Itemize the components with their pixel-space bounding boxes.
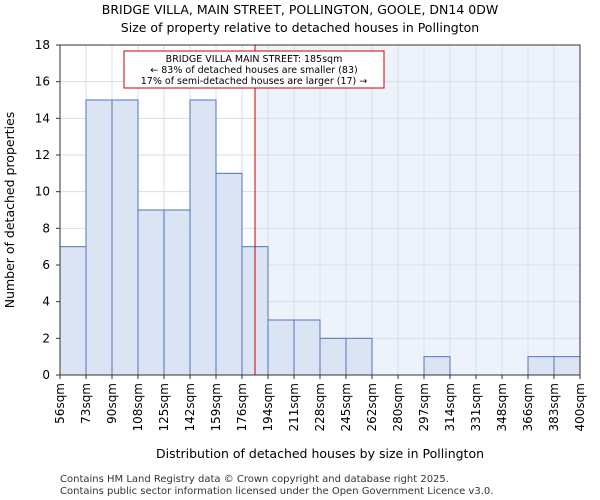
x-tick-label: 194sqm <box>261 383 275 431</box>
x-tick-label: 142sqm <box>183 383 197 431</box>
y-axis-label: Number of detached properties <box>2 112 17 309</box>
y-tick-label: 8 <box>42 221 50 235</box>
x-tick-label: 56sqm <box>53 383 67 424</box>
histogram-bar <box>553 356 581 376</box>
x-axis-label: Distribution of detached houses by size … <box>156 446 484 461</box>
x-tick-label: 383sqm <box>547 383 561 431</box>
annotation-frame <box>123 50 385 89</box>
histogram-bar <box>215 172 243 376</box>
x-tick-label: 366sqm <box>521 383 535 431</box>
histogram-bar <box>345 337 373 376</box>
histogram-bar <box>137 209 165 376</box>
x-tick-label: 211sqm <box>287 383 301 431</box>
histogram-bar <box>267 319 295 376</box>
x-tick-label: 125sqm <box>157 383 171 431</box>
histogram-bar <box>423 356 451 376</box>
x-tick-label: 331sqm <box>469 383 483 431</box>
y-tick-label: 4 <box>42 295 50 309</box>
y-tick-label: 12 <box>35 148 50 162</box>
histogram-bar <box>293 319 321 376</box>
x-tick-label: 73sqm <box>79 383 93 424</box>
y-tick-label: 14 <box>35 111 50 125</box>
x-tick-label: 90sqm <box>105 383 119 424</box>
histogram-bar <box>111 99 139 376</box>
y-tick-label: 6 <box>42 258 50 272</box>
x-tick-label: 159sqm <box>209 383 223 431</box>
y-tick-label: 10 <box>35 185 50 199</box>
x-tick-label: 280sqm <box>391 383 405 431</box>
x-tick-label: 262sqm <box>365 383 379 431</box>
x-tick-label: 108sqm <box>131 383 145 431</box>
x-tick-label: 228sqm <box>313 383 327 431</box>
y-tick-label: 0 <box>42 368 50 382</box>
footer-line-2: Contains public sector information licen… <box>60 486 493 497</box>
histogram-bar <box>527 356 555 376</box>
x-tick-label: 348sqm <box>495 383 509 431</box>
footer-line-1: Contains HM Land Registry data © Crown c… <box>60 474 449 485</box>
x-tick-label: 297sqm <box>417 383 431 431</box>
histogram-bar <box>163 209 191 376</box>
y-tick-label: 16 <box>35 75 50 89</box>
x-tick-label: 176sqm <box>235 383 249 431</box>
histogram-bar <box>59 246 87 376</box>
histogram-bar <box>85 99 113 376</box>
x-tick-label: 400sqm <box>573 383 587 431</box>
annotation-line-1: BRIDGE VILLA MAIN STREET: 185sqm <box>166 54 343 65</box>
histogram-bar <box>319 337 347 376</box>
x-tick-label: 245sqm <box>339 383 353 431</box>
annotation-box: BRIDGE VILLA MAIN STREET: 185sqm ← 83% o… <box>123 50 385 89</box>
chart-subtitle: Size of property relative to detached ho… <box>121 20 479 35</box>
annotation-line-3: 17% of semi-detached houses are larger (… <box>141 76 368 87</box>
y-tick-label: 2 <box>42 331 50 345</box>
annotation-line-2: ← 83% of detached houses are smaller (83… <box>150 65 357 76</box>
histogram-bar <box>189 99 217 376</box>
y-tick-label: 18 <box>35 38 50 52</box>
x-tick-label: 314sqm <box>443 383 457 431</box>
chart-title: BRIDGE VILLA, MAIN STREET, POLLINGTON, G… <box>102 2 498 17</box>
